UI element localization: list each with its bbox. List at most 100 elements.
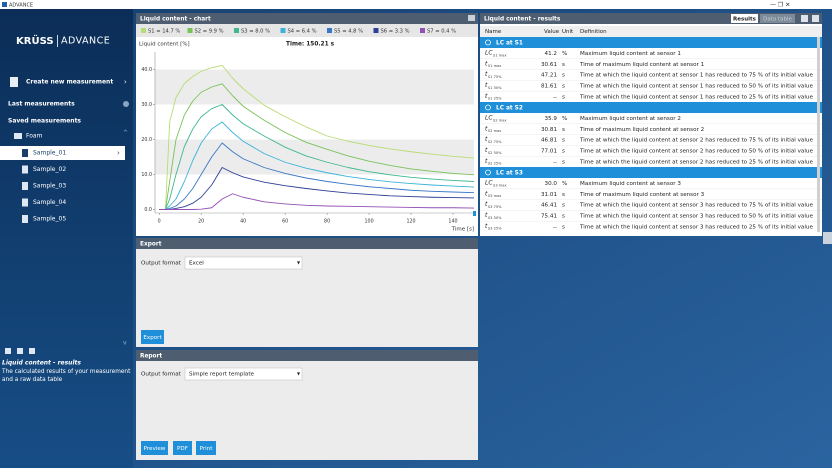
group-bar[interactable] <box>480 102 822 113</box>
sample-item[interactable]: Sample_04 <box>33 199 66 206</box>
result-unit: s <box>562 149 565 155</box>
report-panel-title: Report <box>140 353 162 359</box>
tab[interactable]: Results <box>733 16 757 22</box>
result-definition: Maximum liquid content at sensor 1 <box>580 51 681 57</box>
chevron: › <box>117 149 120 157</box>
chart-panel-title: Liquid content - chart <box>140 16 211 22</box>
chevron: › <box>124 78 127 86</box>
folder-icon <box>14 133 22 139</box>
result-unit: s <box>562 84 565 90</box>
x-tick-label: 20 <box>198 219 204 225</box>
sample-item[interactable]: Sample_01 <box>33 150 66 157</box>
button-label[interactable]: Export <box>143 335 162 341</box>
tool-icon[interactable] <box>17 348 23 354</box>
group-bar[interactable] <box>480 167 822 178</box>
scrollbar <box>817 37 820 232</box>
result-value: 30.0 <box>545 181 558 187</box>
window-controls[interactable]: — ❐ ✕ <box>770 1 790 8</box>
legend-label: S3 = 8.0 % <box>241 28 270 34</box>
group-bar[interactable] <box>480 37 822 48</box>
result-name-sub: S3 75% <box>488 205 502 209</box>
view-icon[interactable] <box>812 15 819 22</box>
result-value: 81.61 <box>541 84 557 90</box>
result-unit: % <box>562 51 567 57</box>
scroll-handle <box>473 211 476 216</box>
result-name-sub: S2 max <box>493 118 507 122</box>
column-header: Unit <box>562 29 574 35</box>
x-tick-label: 100 <box>364 219 373 225</box>
result-definition: Time at which the liquid content at sens… <box>579 94 813 100</box>
y-tick-label: 0.0 <box>144 207 152 213</box>
group-label: LC at S2 <box>496 105 523 111</box>
result-definition: Time at which the liquid content at sens… <box>579 149 813 155</box>
result-unit: % <box>562 116 567 122</box>
view-icon[interactable] <box>801 15 808 22</box>
legend-swatch <box>188 28 193 33</box>
table-header <box>480 26 822 37</box>
report-panel-header <box>136 350 478 361</box>
y-axis-label: Liquid content [%] <box>139 42 190 48</box>
result-value: 77.01 <box>541 149 557 155</box>
logo-brand: KRÜSS <box>16 33 54 47</box>
column-header: Definition <box>580 29 607 35</box>
side-tab[interactable] <box>823 232 832 244</box>
result-unit: s <box>562 224 565 230</box>
create-icon[interactable] <box>10 77 18 87</box>
dropdown-value[interactable]: Excel <box>189 261 204 267</box>
export-panel-header <box>136 238 478 249</box>
result-value: 30.81 <box>541 127 557 133</box>
result-unit: s <box>562 73 565 79</box>
tool-icon[interactable] <box>5 348 11 354</box>
result-value: 31.01 <box>541 192 557 198</box>
result-definition: Time at which the liquid content at sens… <box>579 159 813 165</box>
result-name-sub: S3 50% <box>488 216 502 220</box>
x-tick-label: 140 <box>448 219 457 225</box>
result-unit: s <box>562 127 565 133</box>
result-definition: Time of maximum liquid content at sensor… <box>579 192 705 198</box>
legend-swatch <box>327 28 332 33</box>
result-value: -- <box>553 159 557 165</box>
sample-item[interactable]: Sample_05 <box>33 216 66 223</box>
legend-label: S6 = 3.3 % <box>381 28 410 34</box>
export-panel-title: Export <box>140 241 162 247</box>
dropdown-value[interactable]: Simple report template <box>189 372 255 378</box>
button-label[interactable]: Preview <box>144 446 166 452</box>
time-annotation: Time: 150.21 s <box>286 42 335 48</box>
button-label[interactable]: PDF <box>177 446 188 452</box>
x-tick-label: 120 <box>406 219 415 225</box>
tool-icon[interactable] <box>29 348 35 354</box>
button-label[interactable]: Print <box>200 446 214 452</box>
create-measurement[interactable]: Create new measurement <box>26 79 113 86</box>
format-label: Output format <box>141 261 182 267</box>
result-unit: s <box>562 62 565 68</box>
result-unit: s <box>562 159 565 165</box>
tab[interactable]: Data table <box>763 16 792 22</box>
legend-swatch <box>374 28 379 33</box>
result-value: 47.21 <box>541 73 557 79</box>
folder-name[interactable]: Foam <box>26 133 43 140</box>
chart-area <box>136 37 478 236</box>
result-unit: % <box>562 181 567 187</box>
result-definition: Time at which the liquid content at sens… <box>579 73 813 79</box>
result-name-sub: S1 max <box>493 53 507 57</box>
logo-divider <box>57 35 58 47</box>
legend-label: S4 = 6.4 % <box>288 28 317 34</box>
result-definition: Time of maximum liquid content at sensor… <box>579 127 704 133</box>
window-title: ADVANCE <box>9 2 33 8</box>
result-definition: Time at which the liquid content at sens… <box>579 214 813 220</box>
title-bar <box>0 0 832 9</box>
column-header: Name <box>485 29 502 35</box>
sample-item[interactable]: Sample_02 <box>33 166 66 173</box>
info-title: Liquid content - results <box>2 360 81 367</box>
result-name-sub: S1 50% <box>488 86 502 90</box>
legend-swatch <box>420 28 425 33</box>
sample-item[interactable]: Sample_03 <box>33 183 66 190</box>
header-icon[interactable] <box>468 15 475 21</box>
legend-label: S2 = 9.9 % <box>195 28 224 34</box>
saved-measurements[interactable]: Saved measurements <box>8 118 81 125</box>
result-name-sub: S2 max <box>488 129 502 133</box>
sample-icon <box>22 199 28 207</box>
last-measurements[interactable]: Last measurements <box>8 101 75 108</box>
legend-swatch <box>141 28 146 33</box>
